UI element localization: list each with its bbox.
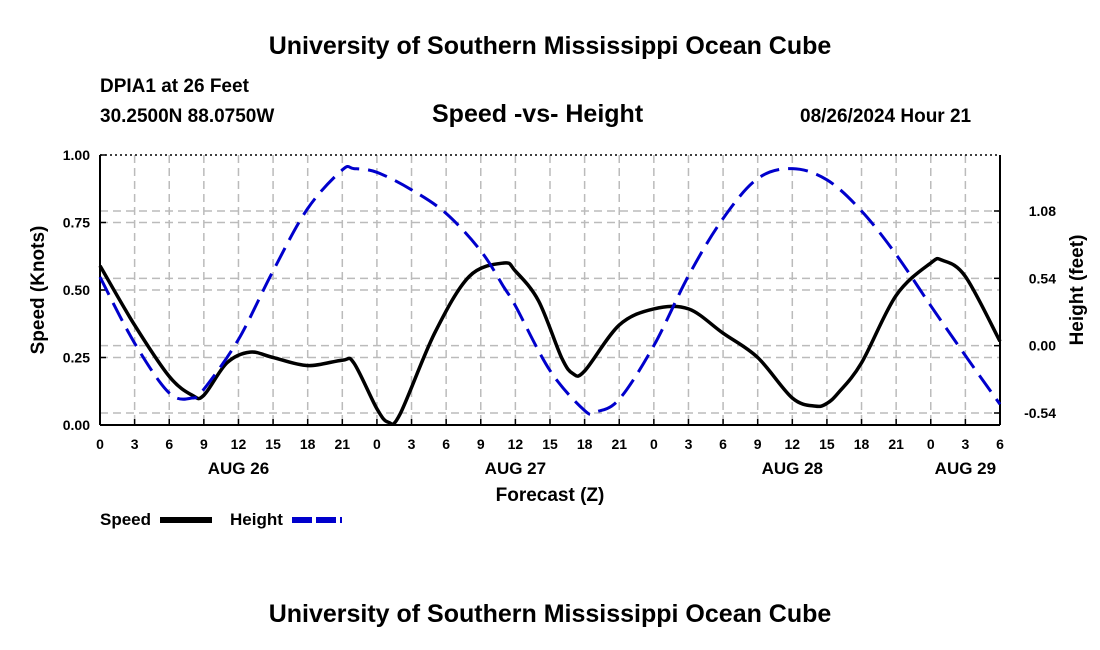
x-tick-label: 9 [477,436,485,452]
chart-title-top: University of Southern Mississippi Ocean… [268,32,832,60]
legend-height-label: Height [230,510,283,529]
x-tick-label: 6 [165,436,173,452]
x-tick-label: 21 [335,436,351,452]
x-tick-label: 3 [961,436,969,452]
legend: Speed Height [100,510,342,529]
right-tick-label: -0.54 [1024,405,1056,421]
date-label: AUG 27 [485,459,546,478]
date-label: AUG 28 [762,459,823,478]
data-series [98,164,1002,426]
x-tick-label: 12 [785,436,801,452]
x-tick-label: 0 [373,436,381,452]
x-tick-label: 6 [719,436,727,452]
right-axis-title: Height (feet) [1067,235,1088,346]
x-tick-label: 15 [265,436,281,452]
x-axis-title: Forecast (Z) [496,485,605,506]
x-tick-label: 12 [508,436,524,452]
legend-speed-label: Speed [100,510,151,529]
forecast-date: 08/26/2024 Hour 21 [800,106,972,127]
chart-title-bottom: University of Southern Mississippi Ocean… [268,600,832,628]
x-tick-label: 15 [542,436,558,452]
chart-subtitle: Speed -vs- Height [432,100,644,128]
x-tick-label: 0 [96,436,104,452]
x-tick-label: 3 [131,436,139,452]
right-tick-label: 0.00 [1029,338,1056,354]
left-axis-title: Speed (Knots) [28,226,49,355]
left-tick-label: 0.75 [63,215,90,231]
x-tick-label: 6 [442,436,450,452]
x-tick-label: 18 [300,436,316,452]
speed-series-line [98,256,1002,426]
left-tick-label: 1.00 [63,147,90,163]
right-tick-label: 1.08 [1029,203,1056,219]
date-label: AUG 29 [935,459,996,478]
right-tick-label: 0.54 [1029,270,1056,286]
height-series-line [98,164,1002,416]
x-tick-label: 15 [819,436,835,452]
x-tick-label: 9 [200,436,208,452]
date-label: AUG 26 [208,459,269,478]
x-tick-label: 0 [650,436,658,452]
x-tick-label: 3 [685,436,693,452]
x-tick-label: 3 [408,436,416,452]
left-tick-label: 0.50 [63,282,90,298]
x-tick-label: 21 [888,436,904,452]
x-tick-label: 18 [854,436,870,452]
x-tick-label: 6 [996,436,1004,452]
left-tick-label: 0.00 [63,417,90,433]
axis-ticks: 0 3 6 9 12 15 18 21 0 3 6 9 12 15 18 21 0 3 6 9 12 15 18 21 0 3 6A… [28,147,1088,506]
x-tick-label: 0 [927,436,935,452]
x-tick-label: 21 [611,436,627,452]
x-tick-label: 9 [754,436,762,452]
grid-lines [100,155,1000,425]
station-label: DPIA1 at 26 Feet [100,76,249,97]
x-tick-label: 18 [577,436,593,452]
x-tick-label: 12 [231,436,247,452]
left-tick-label: 0.25 [63,350,90,366]
station-coords: 30.2500N 88.0750W [100,106,275,127]
